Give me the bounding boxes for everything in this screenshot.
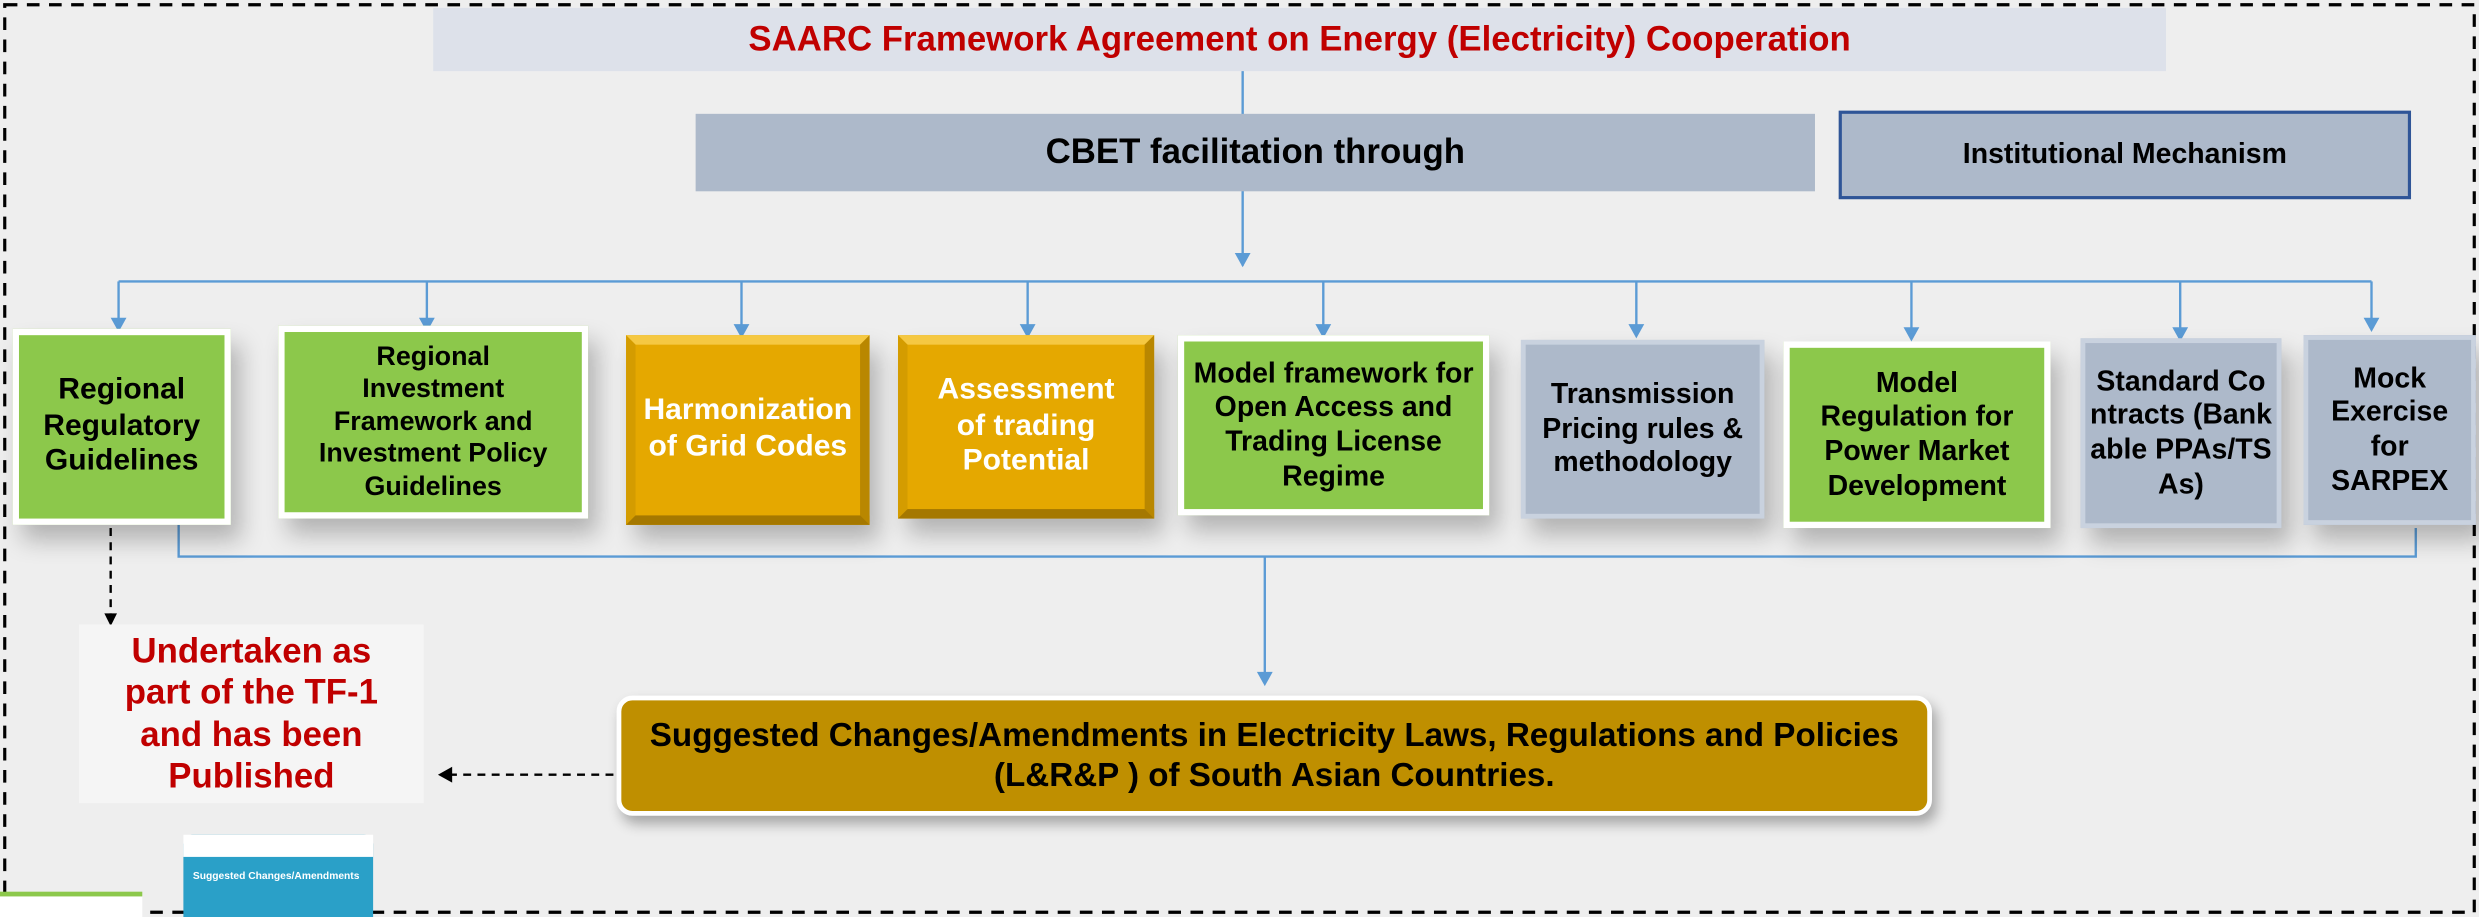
diagram: Suggested Changes/Amendments SAARC Frame… [0,0,2479,917]
page: Suggested Changes/Amendments SAARC Frame… [0,0,2479,917]
node-label: Assessment of trading Potential [930,373,1123,481]
node: Model Regulation for Power Market Develo… [1783,341,2050,528]
thumbnail-title: Suggested Changes/Amendments [193,871,360,882]
node-label: Regional Regulatory Guidelines [25,373,218,481]
facilitation-label: CBET facilitation through [1046,132,1465,174]
node-label: Model Regulation for Power Market Develo… [1806,366,2029,503]
title: SAARC Framework Agreement on Energy (Ele… [748,19,1850,61]
node: Model framework for Open Access and Trad… [1178,335,1489,515]
node-label: Transmission Pricing rules & methodology [1532,378,1753,480]
node: Mock Exercise for SARPEX [2304,335,2476,525]
node: Transmission Pricing rules & methodology [1521,340,1764,519]
node: Regional Regulatory Guidelines [13,329,231,525]
title-bar: SAARC Framework Agreement on Energy (Ele… [433,8,2166,71]
node-label: Model framework for Open Access and Trad… [1190,357,1476,494]
node-label: Standard Contracts (Bankable PPAs/TSAs) [2089,365,2274,502]
node: Assessment of trading Potential [898,335,1154,518]
facilitation-bar: CBET facilitation through [696,114,1815,191]
node-label: Suggested Changes/Amendments in Electric… [647,716,1902,796]
output-box: Suggested Changes/Amendments in Electric… [617,696,1932,816]
node-label: Harmonization of Grid Codes [642,394,854,466]
node-label: Mock Exercise for SARPEX [2321,362,2459,499]
node: Regional Investment Framework and Invest… [278,326,588,519]
note-box: Undertaken as part of the TF-1 and has b… [79,624,424,803]
institutional-box: Institutional Mechanism [1839,111,2411,200]
institutional-label: Institutional Mechanism [1963,138,2287,172]
node: Harmonization of Grid Codes [626,335,869,525]
node-label: Undertaken as part of the TF-1 and has b… [104,630,398,797]
node: Standard Contracts (Bankable PPAs/TSAs) [2081,338,2282,528]
node-label: Regional Investment Framework and Invest… [307,342,560,503]
